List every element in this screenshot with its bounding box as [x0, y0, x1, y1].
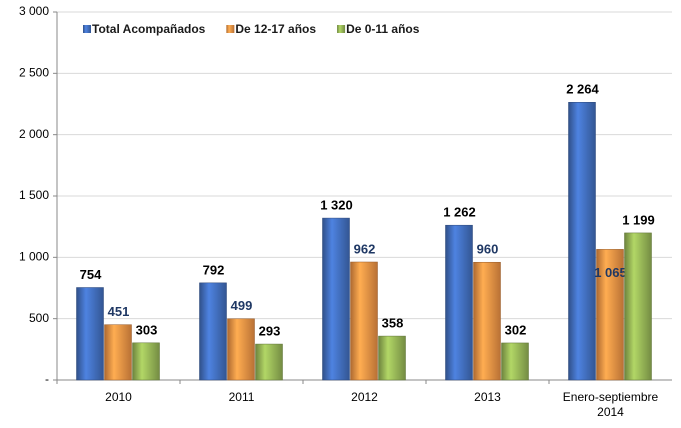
x-tick-label: Enero-septiembre 2014: [563, 390, 659, 419]
y-tick-label: 3 000: [19, 4, 49, 18]
value-label: 303: [136, 322, 158, 337]
legend-label: De 0-11 años: [346, 22, 420, 36]
y-tick-label: 2 000: [19, 127, 49, 141]
bar: [199, 282, 227, 381]
y-tick-label: 1 000: [19, 250, 49, 264]
value-label: 960: [477, 242, 499, 257]
bar: [255, 343, 283, 381]
bar: [445, 224, 473, 381]
value-label: 792: [203, 262, 225, 277]
bar: [350, 261, 378, 381]
value-label: 1 262: [443, 205, 476, 220]
y-tick-label: -: [45, 372, 49, 386]
bar: [596, 249, 624, 381]
bar: [76, 287, 104, 381]
bar: [473, 261, 501, 381]
value-label: 962: [354, 241, 376, 256]
legend-label: Total Acompañados: [92, 22, 206, 36]
value-label: 2 264: [566, 82, 599, 97]
bar: [104, 324, 132, 381]
value-label: 293: [259, 323, 281, 338]
bar: [624, 232, 652, 381]
x-tick-label: 2011: [229, 390, 255, 404]
value-label: 451: [108, 304, 130, 319]
legend-swatch: [337, 25, 346, 33]
y-tick-label: 2 500: [19, 66, 49, 80]
value-label: 754: [80, 267, 102, 282]
value-label: 1 199: [622, 212, 655, 227]
bar: [227, 318, 255, 381]
x-tick-label: 2012: [351, 390, 378, 404]
value-label: 358: [382, 316, 404, 331]
x-tick-label: 2013: [474, 390, 501, 404]
legend-swatch: [83, 25, 91, 33]
value-label: 1 065: [594, 265, 627, 280]
bar: [132, 342, 160, 381]
y-tick-label: 500: [29, 311, 49, 325]
bar: [378, 335, 406, 381]
value-label: 499: [231, 298, 253, 313]
legend-label: De 12-17 años: [235, 22, 316, 36]
y-tick-label: 1 500: [19, 188, 49, 202]
x-tick-label: 2010: [105, 390, 132, 404]
value-label: 1 320: [320, 198, 353, 213]
bar: [501, 342, 529, 381]
legend-swatch: [226, 25, 235, 33]
value-label: 302: [505, 322, 527, 337]
bar: [322, 217, 350, 381]
bar: [568, 102, 596, 381]
